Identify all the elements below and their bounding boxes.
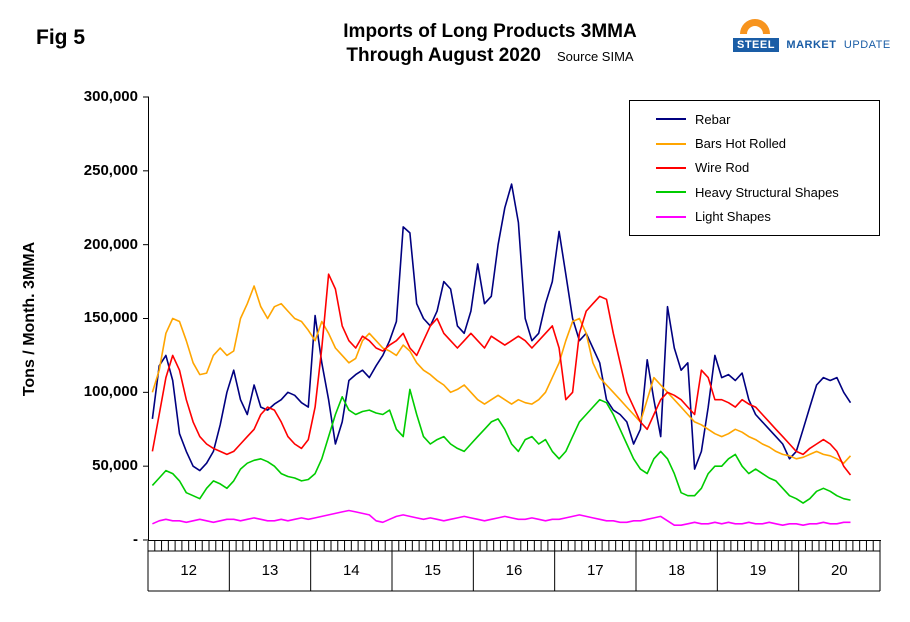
series-line-bars-hot-rolled <box>151 285 852 465</box>
x-axis-year-label-18: 18 <box>668 562 685 579</box>
smu-logo-arc-icon <box>740 19 770 34</box>
legend-label-bars-hot-rolled: Bars Hot Rolled <box>695 136 787 152</box>
series-line-wire-rod <box>151 273 852 476</box>
x-axis-year-label-13: 13 <box>261 562 279 579</box>
source-label: Source SIMA <box>557 48 634 64</box>
chart-title-block: Imports of Long Products 3MMA Through Au… <box>130 20 850 68</box>
legend-item-bars-hot-rolled: Bars Hot Rolled <box>656 136 879 151</box>
x-axis-year-label-16: 16 <box>505 562 523 579</box>
x-axis-year-label-17: 17 <box>586 562 604 579</box>
x-axis-ticks-svg <box>147 541 881 592</box>
smu-logo-market: MARKET <box>786 39 837 51</box>
x-axis-year-label-12: 12 <box>180 562 197 579</box>
x-axis-year-label-15: 15 <box>424 562 441 579</box>
series-line-rebar <box>151 183 852 472</box>
legend-label-rebar: Rebar <box>695 111 731 127</box>
legend-line-swatch-wire-rod <box>656 166 686 169</box>
smu-logo: STEEL MARKET UPDATE <box>733 18 890 53</box>
smu-logo-steel: STEEL <box>733 38 779 52</box>
x-axis-year-label-14: 14 <box>342 562 360 579</box>
legend-label-light-shapes: Light Shapes <box>695 209 771 225</box>
legend-line-swatch-rebar <box>656 118 686 121</box>
y-tick-label-100000: 100,000 <box>83 383 138 400</box>
legend-label-heavy-structural-shapes: Heavy Structural Shapes <box>695 184 839 200</box>
y-tick-label-zero: - <box>133 531 138 548</box>
legend-box: Rebar Bars Hot Rolled Wire Rod Heavy Struct… <box>629 100 880 236</box>
series-line-heavy-structural-shapes <box>151 388 851 504</box>
chart-title-line1: Imports of Long Products 3MMA <box>343 21 637 42</box>
x-axis-year-labels: 12 13 14 15 16 17 18 19 20 <box>148 556 880 592</box>
x-axis-year-label-20: 20 <box>830 562 848 579</box>
y-tick-label-300000: 300,000 <box>83 88 138 105</box>
legend-item-light-shapes: Light Shapes <box>656 209 879 224</box>
legend-label-wire-rod: Wire Rod <box>695 160 750 176</box>
smu-logo-text: STEEL MARKET UPDATE <box>733 35 890 53</box>
figure-label: Fig 5 <box>36 26 86 49</box>
y-tick-label-150000: 150,000 <box>83 309 138 326</box>
series-line-light-shapes <box>152 509 851 527</box>
plot-area <box>143 96 881 541</box>
plot-series-svg <box>143 96 852 541</box>
legend-line-swatch-bars-hot-rolled <box>656 142 686 145</box>
legend-item-rebar: Rebar <box>656 112 879 127</box>
x-axis-year-label-19: 19 <box>749 562 767 579</box>
y-tick-label-200000: 200,000 <box>83 236 138 253</box>
legend-item-heavy-structural-shapes: Heavy Structural Shapes <box>656 185 879 200</box>
legend-line-swatch-light-shapes <box>656 215 686 218</box>
smu-logo-update: UPDATE <box>843 39 891 51</box>
y-tick-label-50000: 50,000 <box>92 457 138 474</box>
chart-title-line2: Through August 2020 Source SIMA <box>130 44 850 68</box>
legend-item-wire-rod: Wire Rod <box>656 160 879 175</box>
legend-line-swatch-heavy-structural-shapes <box>656 191 686 194</box>
y-tick-label-250000: 250,000 <box>83 162 138 179</box>
chart-title-line2-text: Through August 2020 <box>346 44 541 66</box>
